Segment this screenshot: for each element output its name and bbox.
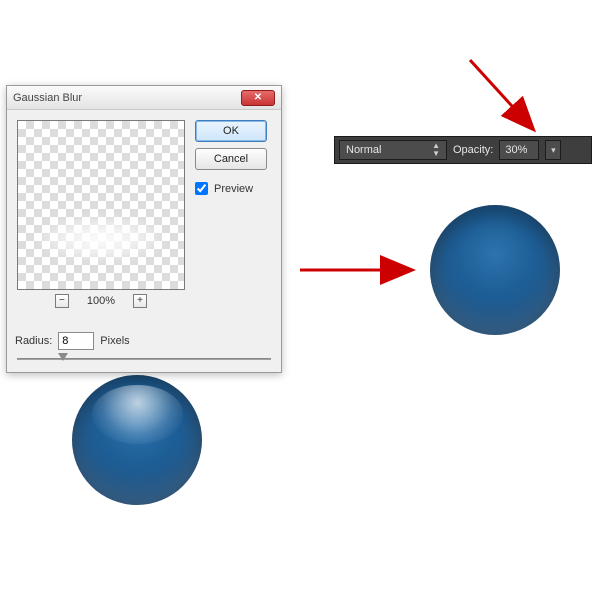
radius-input[interactable] bbox=[58, 332, 94, 350]
dialog-body: − 100% + OK Cancel Preview bbox=[7, 110, 281, 332]
opacity-dropdown-button[interactable]: ▾ bbox=[545, 140, 561, 160]
preview-checkbox-label: Preview bbox=[214, 183, 253, 195]
plus-icon: + bbox=[137, 296, 143, 306]
gaussian-blur-dialog: Gaussian Blur ✕ − 100% + OK Cancel Previ… bbox=[6, 85, 282, 373]
source-orb bbox=[72, 375, 202, 505]
preview-glow bbox=[31, 214, 171, 264]
blend-mode-value: Normal bbox=[346, 144, 381, 156]
layer-options-bar: Normal ▲▼ Opacity: 30% ▾ bbox=[334, 136, 592, 164]
close-icon: ✕ bbox=[254, 93, 262, 103]
radius-unit: Pixels bbox=[100, 335, 129, 347]
zoom-in-button[interactable]: + bbox=[133, 294, 147, 308]
close-button[interactable]: ✕ bbox=[241, 90, 275, 106]
blend-mode-select[interactable]: Normal ▲▼ bbox=[339, 140, 447, 160]
orb-shape bbox=[72, 375, 202, 505]
preview-area[interactable] bbox=[17, 120, 185, 290]
result-orb bbox=[430, 205, 560, 335]
arrow-diagonal bbox=[470, 60, 532, 128]
slider-track bbox=[17, 358, 271, 360]
chevron-down-icon: ▾ bbox=[551, 145, 556, 156]
ok-button[interactable]: OK bbox=[195, 120, 267, 142]
slider-thumb[interactable] bbox=[58, 353, 68, 361]
cancel-button[interactable]: Cancel bbox=[195, 148, 267, 170]
radius-label: Radius: bbox=[15, 335, 52, 347]
opacity-label: Opacity: bbox=[453, 144, 493, 156]
updown-icon: ▲▼ bbox=[432, 142, 440, 158]
opacity-field[interactable]: 30% bbox=[499, 140, 539, 160]
dialog-title: Gaussian Blur bbox=[13, 92, 241, 104]
orb-shape bbox=[430, 205, 560, 335]
radius-slider[interactable] bbox=[17, 358, 271, 360]
zoom-controls: − 100% + bbox=[17, 294, 185, 308]
minus-icon: − bbox=[59, 296, 65, 306]
opacity-value: 30% bbox=[505, 144, 527, 156]
dialog-titlebar[interactable]: Gaussian Blur ✕ bbox=[7, 86, 281, 110]
zoom-out-button[interactable]: − bbox=[55, 294, 69, 308]
preview-checkbox[interactable] bbox=[195, 182, 208, 195]
dialog-side-column: OK Cancel Preview bbox=[195, 120, 267, 320]
radius-row: Radius: Pixels bbox=[7, 332, 281, 358]
zoom-percent: 100% bbox=[87, 295, 115, 307]
preview-checkbox-row[interactable]: Preview bbox=[195, 182, 267, 195]
